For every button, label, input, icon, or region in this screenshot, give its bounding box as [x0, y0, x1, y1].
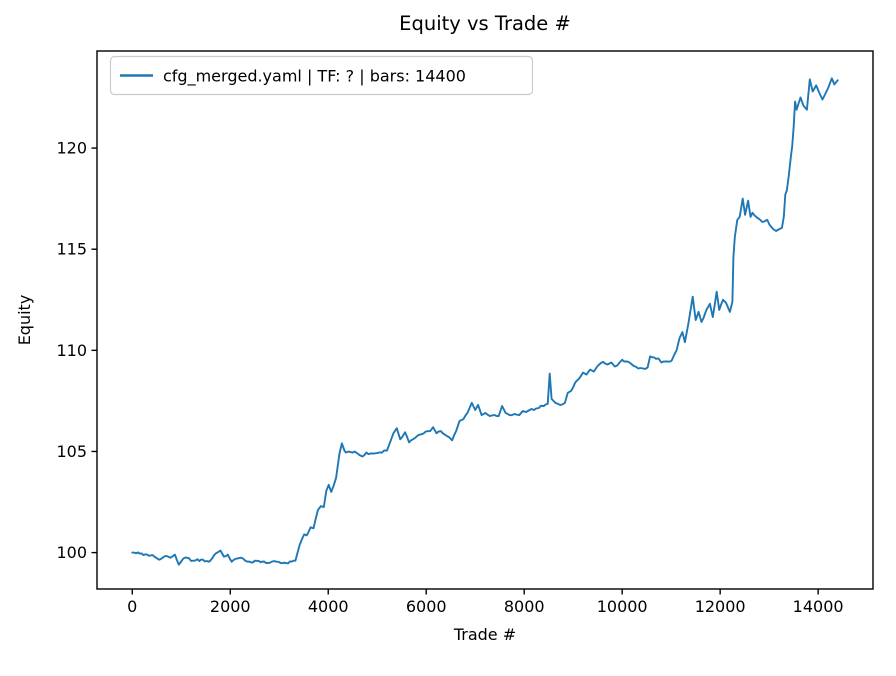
x-tick-label: 12000: [695, 597, 746, 616]
y-tick-label: 105: [56, 442, 87, 461]
y-axis-ticks: 100 105 110 115 120: [56, 139, 97, 562]
y-tick-label: 115: [56, 240, 87, 259]
x-tick-label: 0: [127, 597, 137, 616]
y-axis-label: Equity: [15, 295, 34, 346]
y-tick-label: 110: [56, 341, 87, 360]
x-tick-label: 4000: [308, 597, 349, 616]
y-tick-label: 120: [56, 139, 87, 158]
x-axis-label: Trade #: [453, 625, 516, 644]
y-tick-label: 100: [56, 543, 87, 562]
x-tick-label: 6000: [406, 597, 447, 616]
chart-title: Equity vs Trade #: [399, 12, 571, 35]
legend: cfg_merged.yaml | TF: ? | bars: 14400: [109, 55, 534, 96]
x-tick-label: 14000: [793, 597, 844, 616]
plot-area: [131, 77, 839, 566]
x-tick-label: 8000: [504, 597, 545, 616]
x-tick-label: 2000: [210, 597, 251, 616]
legend-frame: [109, 55, 534, 96]
legend-label: cfg_merged.yaml | TF: ? | bars: 14400: [163, 67, 466, 87]
x-axis-ticks: 0 2000 4000 6000 8000 10000 12000 14000: [127, 589, 844, 616]
x-tick-label: 10000: [597, 597, 648, 616]
equity-series-line: [131, 77, 839, 566]
axes-frame: [96, 50, 874, 590]
